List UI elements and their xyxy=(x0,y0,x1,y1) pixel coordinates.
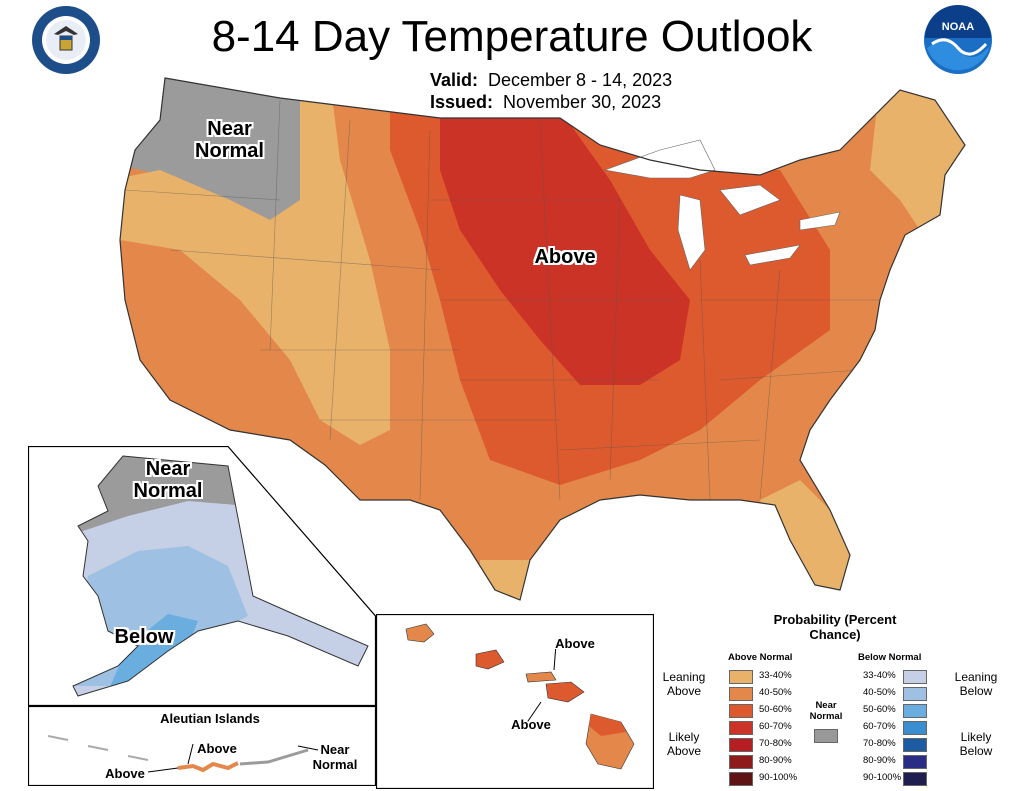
state-boundaries xyxy=(124,99,880,501)
legend-leaning-above: Leaning Above xyxy=(662,670,706,698)
legend-above-label: 80-90% xyxy=(759,755,792,766)
legend-above-label: 40-50% xyxy=(759,687,792,698)
legend-above-swatch xyxy=(729,738,753,752)
legend-above-swatch xyxy=(729,772,753,786)
legend-likely-above: Likely Above xyxy=(666,730,702,758)
page-title: 8-14 Day Temperature Outlook xyxy=(211,12,813,61)
label-alaska-near-normal: Near Normal xyxy=(133,458,203,502)
legend-near-normal-swatch xyxy=(814,729,838,743)
legend-below-label: 50-60% xyxy=(863,704,896,715)
legend-below-swatch xyxy=(903,704,927,718)
label-conus-above: Above xyxy=(534,246,596,268)
noaa-logo-text: NOAA xyxy=(942,21,974,33)
legend-below-label: 60-70% xyxy=(863,721,896,732)
hawaii-maui xyxy=(545,681,585,703)
legend: Probability (Percent Chance) Above Norma… xyxy=(655,612,1020,787)
noaa-logo-icon: NOAA xyxy=(924,5,992,74)
legend-below-swatch xyxy=(903,670,927,684)
legend-title: Probability (Percent Chance) xyxy=(773,612,897,642)
hawaii-kauai xyxy=(405,623,435,643)
label-aleutian-near-normal: Near Normal xyxy=(312,742,358,772)
legend-below-swatch xyxy=(903,772,927,786)
legend-below-label: 70-80% xyxy=(863,738,896,749)
legend-below-label: 90-100% xyxy=(863,772,902,783)
label-conus-near-normal: Near Normal xyxy=(195,118,264,162)
valid-line: Valid: December 8 - 14, 2023 xyxy=(430,70,672,91)
legend-near-normal-label: Near Normal xyxy=(809,700,843,722)
legend-above-swatch xyxy=(729,721,753,735)
legend-above-label: 90-100% xyxy=(759,772,798,783)
zone-above-60-70 xyxy=(440,100,690,385)
label-hawaii-above-2: Above xyxy=(511,717,551,732)
commerce-seal-icon xyxy=(32,6,100,74)
issued-date: November 30, 2023 xyxy=(503,92,662,112)
label-aleutian-above-1: Above xyxy=(197,741,237,756)
aleutian-title: Aleutian Islands xyxy=(160,711,260,726)
legend-below-swatch xyxy=(903,687,927,701)
hawaii-oahu xyxy=(475,649,505,670)
label-aleutian-above-2: Above xyxy=(105,766,145,781)
legend-above-label: 33-40% xyxy=(759,670,792,681)
alaska-inset xyxy=(28,446,376,706)
legend-above-swatch xyxy=(729,755,753,769)
legend-above-swatch xyxy=(729,704,753,718)
issued-line: Issued: November 30, 2023 xyxy=(430,92,661,113)
legend-above-label: 70-80% xyxy=(759,738,792,749)
conus-outline xyxy=(119,77,966,601)
legend-below-label: 40-50% xyxy=(863,687,896,698)
ak-zone-below-50-60 xyxy=(108,614,198,691)
legend-above-swatch xyxy=(729,687,753,701)
label-alaska-below: Below xyxy=(114,626,174,648)
zone-above-33-40-west xyxy=(120,78,390,445)
legend-leaning-below: Leaning Below xyxy=(954,670,998,698)
legend-below-header: Below Normal xyxy=(858,652,922,663)
legend-above-label: 50-60% xyxy=(759,704,792,715)
hawaii-inset xyxy=(376,614,654,789)
legend-below-swatch xyxy=(903,738,927,752)
issued-label: Issued: xyxy=(430,92,494,112)
hawaii-molokai xyxy=(525,671,557,683)
aleutian-inset xyxy=(28,706,376,786)
zone-above-33-40-northeast xyxy=(870,80,965,245)
legend-likely-below: Likely Below xyxy=(959,730,993,758)
legend-above-label: 60-70% xyxy=(759,721,792,732)
alaska-outline xyxy=(72,455,369,697)
legend-below-swatch xyxy=(903,755,927,769)
legend-below-label: 80-90% xyxy=(863,755,896,766)
label-hawaii-above-1: Above xyxy=(555,636,595,651)
legend-above-header: Above Normal xyxy=(728,652,793,663)
valid-label: Valid: xyxy=(430,70,479,90)
legend-above-swatch xyxy=(729,670,753,684)
valid-date: December 8 - 14, 2023 xyxy=(488,70,673,90)
great-lakes xyxy=(603,139,841,271)
zone-above-33-40-florida xyxy=(760,480,860,600)
legend-below-swatch xyxy=(903,721,927,735)
legend-below-label: 33-40% xyxy=(863,670,896,681)
zone-above-33-40-texas xyxy=(480,560,530,600)
